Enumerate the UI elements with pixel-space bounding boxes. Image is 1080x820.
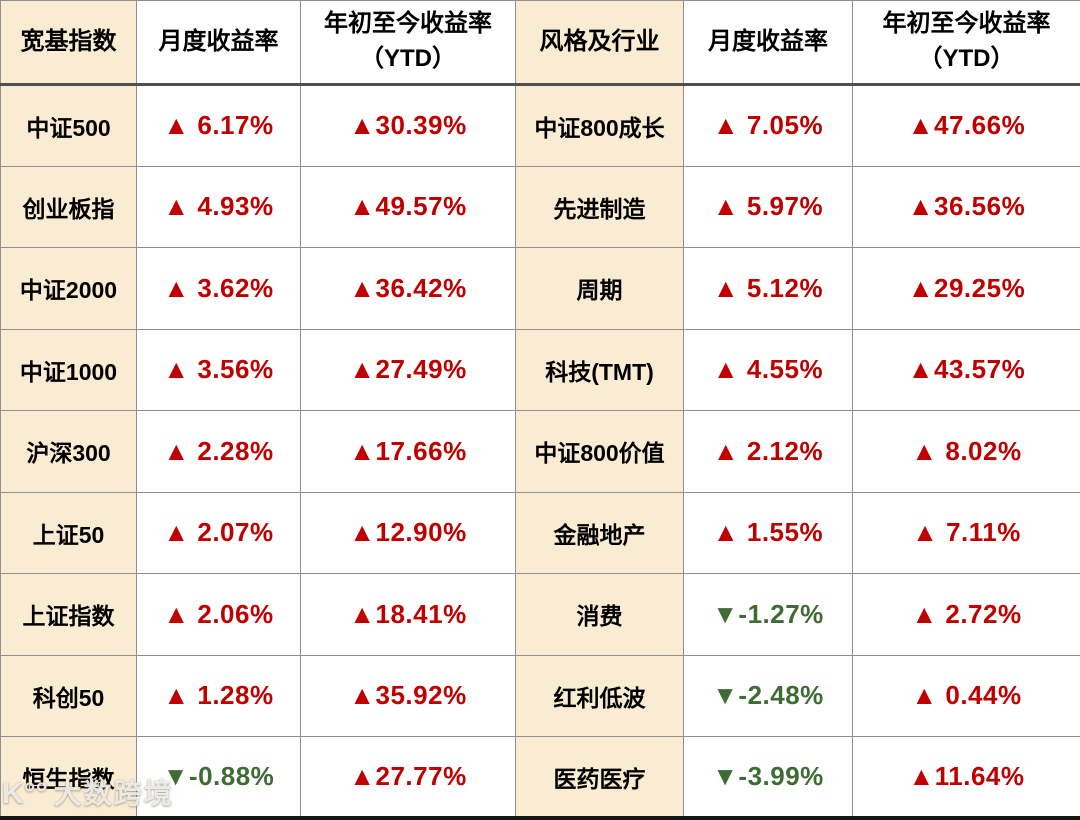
header-row: 宽基指数 月度收益率 年初至今收益率 （YTD） 风格及行业 月度收益率 年初至… (0, 0, 1080, 86)
left-monthly-value: ▲ 2.07% (136, 491, 301, 574)
right-monthly-value: ▲ 1.55% (683, 491, 853, 574)
left-ytd-value: ▲12.90% (300, 491, 516, 574)
left-index-name: 上证50 (0, 491, 137, 574)
left-monthly-value: ▲ 2.28% (136, 410, 301, 493)
right-index-name: 中证800成长 (515, 84, 684, 167)
left-index-name: 恒生指数 (0, 736, 137, 819)
table-row: 科创50 ▲ 1.28% ▲35.92% 红利低波 ▼-2.48% ▲ 0.44% (0, 654, 1080, 737)
right-monthly-value: ▲ 5.97% (683, 165, 853, 248)
table-row: 上证指数 ▲ 2.06% ▲18.41% 消费 ▼-1.27% ▲ 2.72% (0, 573, 1080, 656)
right-monthly-value: ▲ 5.12% (683, 247, 853, 330)
right-index-name: 周期 (515, 247, 684, 330)
left-ytd-value: ▲35.92% (300, 654, 516, 737)
right-index-name: 金融地产 (515, 491, 684, 574)
left-monthly-value: ▲ 2.06% (136, 573, 301, 656)
right-ytd-value: ▲ 2.72% (852, 573, 1080, 656)
right-index-name: 医药医疗 (515, 736, 684, 819)
left-index-name: 上证指数 (0, 573, 137, 656)
left-monthly-value: ▲ 4.93% (136, 165, 301, 248)
left-group-header: 宽基指数 (0, 0, 137, 86)
left-ytd-header-line1: 年初至今收益率 (324, 10, 492, 38)
right-index-name: 科技(TMT) (515, 328, 684, 411)
left-monthly-value: ▲ 1.28% (136, 654, 301, 737)
right-ytd-header-line2: （YTD） (918, 45, 1015, 72)
left-monthly-value: ▲ 6.17% (136, 84, 301, 167)
left-ytd-value: ▲27.49% (300, 328, 516, 411)
table-row: 中证1000 ▲ 3.56% ▲27.49% 科技(TMT) ▲ 4.55% ▲43.57… (0, 328, 1080, 411)
left-monthly-value: ▲ 3.56% (136, 328, 301, 411)
right-ytd-value: ▲ 7.11% (852, 491, 1080, 574)
right-index-name: 消费 (515, 573, 684, 656)
right-index-name: 先进制造 (515, 165, 684, 248)
left-monthly-header: 月度收益率 (136, 0, 301, 86)
left-index-name: 中证2000 (0, 247, 137, 330)
left-index-name: 创业板指 (0, 165, 137, 248)
right-ytd-value: ▲43.57% (852, 328, 1080, 411)
right-monthly-value: ▲ 7.05% (683, 84, 853, 167)
table-row: 恒生指数 ▼-0.88% ▲27.77% 医药医疗 ▼-3.99% ▲11.64% (0, 736, 1080, 819)
right-monthly-value: ▼-3.99% (683, 736, 853, 819)
left-ytd-value: ▲17.66% (300, 410, 516, 493)
right-ytd-header-line1: 年初至今收益率 (882, 10, 1051, 38)
right-index-name: 中证800价值 (515, 410, 684, 493)
table-row: 中证500 ▲ 6.17% ▲30.39% 中证800成长 ▲ 7.05% ▲47.66% (0, 84, 1080, 167)
table-header: 宽基指数 月度收益率 年初至今收益率 （YTD） 风格及行业 月度收益率 年初至… (0, 0, 1080, 86)
left-ytd-value: ▲27.77% (300, 736, 516, 819)
right-ytd-value: ▲36.56% (852, 165, 1080, 248)
right-ytd-value: ▲ 0.44% (852, 654, 1080, 737)
left-index-name: 中证500 (0, 84, 137, 167)
left-index-name: 中证1000 (0, 328, 137, 411)
table-row: 创业板指 ▲ 4.93% ▲49.57% 先进制造 ▲ 5.97% ▲36.56% (0, 165, 1080, 248)
table-row: 沪深300 ▲ 2.28% ▲17.66% 中证800价值 ▲ 2.12% ▲ 8.02% (0, 410, 1080, 493)
right-ytd-value: ▲11.64% (852, 736, 1080, 819)
left-index-name: 沪深300 (0, 410, 137, 493)
right-index-name: 红利低波 (515, 654, 684, 737)
right-group-header: 风格及行业 (515, 0, 684, 86)
right-monthly-value: ▲ 4.55% (683, 328, 853, 411)
left-ytd-value: ▲49.57% (300, 165, 516, 248)
right-ytd-value: ▲47.66% (852, 84, 1080, 167)
table-body: 中证500 ▲ 6.17% ▲30.39% 中证800成长 ▲ 7.05% ▲47.66%… (0, 84, 1080, 819)
table-row: 上证50 ▲ 2.07% ▲12.90% 金融地产 ▲ 1.55% ▲ 7.11% (0, 491, 1080, 574)
left-monthly-value: ▼-0.88% (136, 736, 301, 819)
left-ytd-value: ▲36.42% (300, 247, 516, 330)
left-ytd-header: 年初至今收益率 （YTD） (300, 0, 516, 86)
right-ytd-value: ▲ 8.02% (852, 410, 1080, 493)
right-monthly-value: ▼-2.48% (683, 654, 853, 737)
right-ytd-header: 年初至今收益率 （YTD） (852, 0, 1080, 86)
left-ytd-value: ▲30.39% (300, 84, 516, 167)
left-ytd-value: ▲18.41% (300, 573, 516, 656)
left-ytd-header-line2: （YTD） (360, 45, 456, 72)
left-monthly-value: ▲ 3.62% (136, 247, 301, 330)
right-monthly-value: ▼-1.27% (683, 573, 853, 656)
table-row: 中证2000 ▲ 3.62% ▲36.42% 周期 ▲ 5.12% ▲29.25% (0, 247, 1080, 330)
left-index-name: 科创50 (0, 654, 137, 737)
right-monthly-value: ▲ 2.12% (683, 410, 853, 493)
right-monthly-header: 月度收益率 (683, 0, 853, 86)
right-ytd-value: ▲29.25% (852, 247, 1080, 330)
